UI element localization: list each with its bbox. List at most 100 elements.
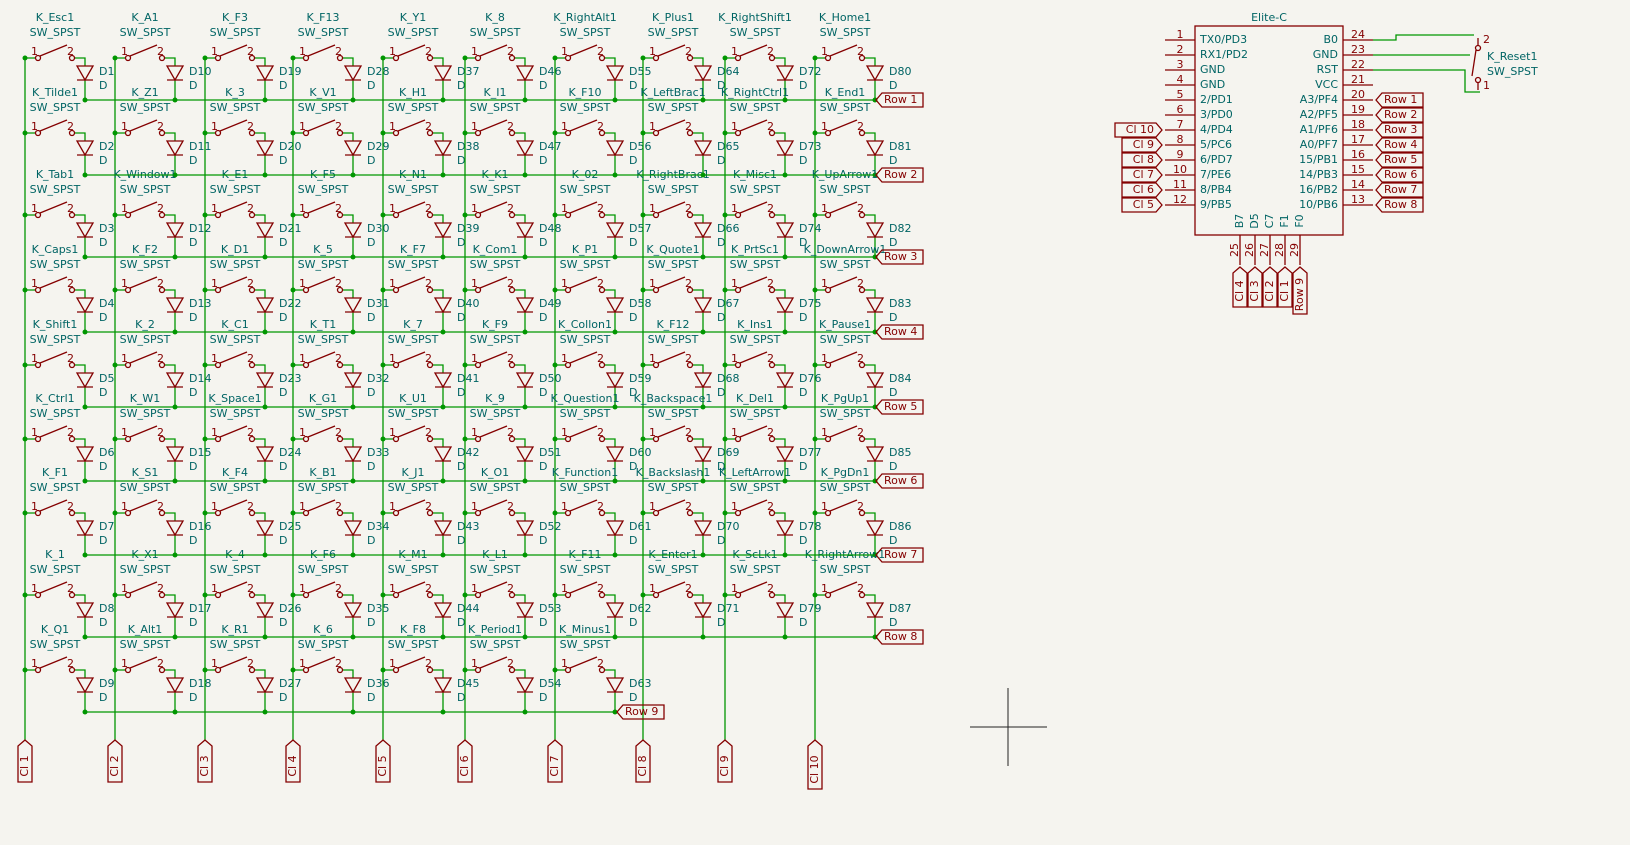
pin-number: 5 (1177, 88, 1184, 101)
net-label-text: Cl 4 (1233, 280, 1246, 301)
pin-number: 2 (767, 277, 774, 290)
diode-ref: D36 (367, 677, 389, 690)
switch-pin (858, 211, 866, 219)
switch-arm (129, 581, 158, 594)
diode (75, 677, 95, 694)
switch-value: SW_SPST (388, 26, 439, 39)
pin-number: 2 (247, 657, 254, 670)
diode (343, 677, 363, 694)
switch-pin (824, 591, 832, 599)
switch-value: SW_SPST (820, 333, 871, 346)
switch-pin (858, 54, 866, 62)
switch-wire (465, 594, 526, 637)
switch-ref: K_F10 (568, 86, 601, 99)
diode-value: D (367, 616, 375, 629)
pin-number: 1 (31, 202, 38, 215)
diode-value: D (99, 79, 107, 92)
diode-ref: D4 (99, 297, 114, 310)
switch-pin (598, 666, 606, 674)
pin-name: F1 (1278, 214, 1291, 227)
switch-pin (652, 361, 660, 369)
column-label-text: Cl 6 (458, 755, 471, 776)
switch-wire (465, 214, 526, 257)
switch-pin (508, 54, 516, 62)
pin-number: 2 (685, 352, 692, 365)
switch-wire (643, 214, 704, 257)
pin-number: 1 (731, 582, 738, 595)
diode-ref: D83 (889, 297, 911, 310)
switch-arm (397, 581, 426, 594)
switch-pin (214, 591, 222, 599)
switch-pin (508, 435, 516, 443)
diode (865, 140, 885, 157)
diode (255, 297, 275, 314)
switch-wire (293, 669, 354, 712)
pin-number: 2 (507, 582, 514, 595)
switch-arm (129, 44, 158, 57)
switch-value: SW_SPST (470, 481, 521, 494)
net-label (1121, 152, 1163, 168)
pin-number: 2 (425, 202, 432, 215)
pin-number: 2 (67, 582, 74, 595)
switch-ref: K_F1 (42, 466, 68, 479)
switch-ref: K_I1 (484, 86, 507, 99)
switch-ref: K_F12 (656, 318, 689, 331)
diode-value: D (799, 616, 807, 629)
switch-pin (686, 435, 694, 443)
switch-pin (652, 509, 660, 517)
switch-wire (815, 438, 876, 481)
diode-ref: D54 (539, 677, 561, 690)
switch-wire (555, 512, 616, 555)
diode (343, 222, 363, 239)
switch-pin (824, 509, 832, 517)
switch-pin (858, 286, 866, 294)
diode (75, 372, 95, 389)
diode (75, 140, 95, 157)
switch-arm (479, 276, 508, 289)
switch-wire (815, 132, 876, 175)
switch-wire (815, 594, 876, 637)
switch-pin (214, 435, 222, 443)
switch-arm (829, 44, 858, 57)
pin-name: C7 (1263, 214, 1276, 229)
pin-number: 1 (731, 202, 738, 215)
switch-wire (293, 594, 354, 637)
diode-ref: D67 (717, 297, 739, 310)
diode-ref: D29 (367, 140, 389, 153)
pin-name: GND (1313, 48, 1338, 61)
diode-ref: D19 (279, 65, 301, 78)
pin-number: 2 (157, 352, 164, 365)
switch-ref: K_Plus1 (652, 11, 694, 24)
switch-value: SW_SPST (730, 258, 781, 271)
switch-ref: K_O1 (481, 466, 509, 479)
pin-number: 2 (335, 582, 342, 595)
diode-ref: D25 (279, 520, 301, 533)
switch-pin (598, 129, 606, 137)
diode (433, 446, 453, 463)
diode-ref: D18 (189, 677, 211, 690)
pin-number: 2 (685, 277, 692, 290)
switch-arm (739, 201, 768, 214)
diode-ref: D11 (189, 140, 211, 153)
switch-value: SW_SPST (730, 407, 781, 420)
switch-arm (657, 44, 686, 57)
switch-pin (336, 54, 344, 62)
switch-value: SW_SPST (820, 183, 871, 196)
pin-number: 2 (247, 426, 254, 439)
diode-ref: D66 (717, 222, 739, 235)
switch-pin (598, 435, 606, 443)
pin-number: 2 (685, 45, 692, 58)
pin-number: 1 (649, 352, 656, 365)
row-label (875, 324, 924, 340)
diode-ref: D21 (279, 222, 301, 235)
diode (775, 602, 795, 619)
switch-pin (652, 129, 660, 137)
switch-pin (824, 286, 832, 294)
switch-pin (336, 286, 344, 294)
pin-number: 2 (335, 352, 342, 365)
pin-number: 1 (121, 500, 128, 513)
switch-pin (248, 54, 256, 62)
switch-pin (336, 666, 344, 674)
diode (165, 446, 185, 463)
pin-number: 1 (471, 120, 478, 133)
